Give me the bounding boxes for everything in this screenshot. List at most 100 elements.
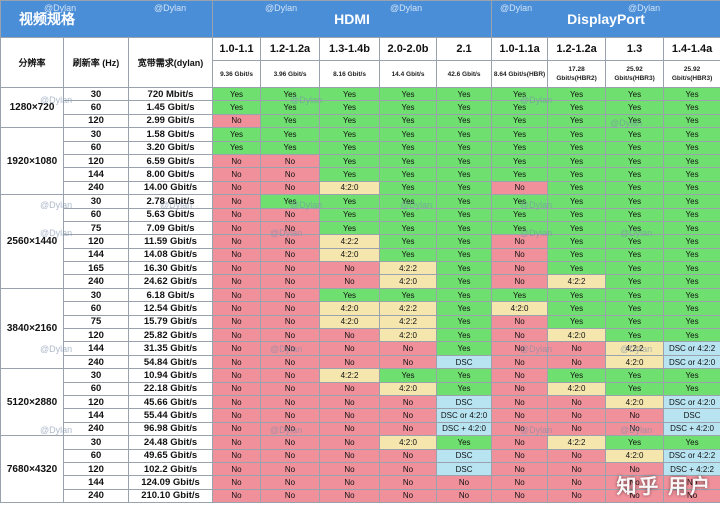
support-cell: Yes bbox=[212, 100, 261, 115]
refresh-rate-cell: 240 bbox=[63, 488, 129, 504]
support-cell: Yes bbox=[605, 100, 665, 115]
version-bandwidth-dp-5: 8.64 Gbit/s(HBR) bbox=[491, 60, 549, 88]
support-cell: Yes bbox=[435, 314, 493, 330]
support-cell: No bbox=[212, 247, 261, 263]
refresh-rate-cell: 165 bbox=[63, 261, 129, 276]
support-cell: Yes bbox=[605, 113, 665, 129]
support-cell: No bbox=[260, 394, 320, 410]
support-cell: Yes bbox=[547, 153, 607, 169]
support-cell: 4:2:0 bbox=[379, 274, 437, 289]
bandwidth-cell: 1.58 Gbit/s bbox=[128, 127, 213, 142]
table-title: 视频规格 bbox=[0, 0, 213, 38]
support-cell: Yes bbox=[663, 435, 720, 450]
support-cell: Yes bbox=[435, 127, 493, 142]
resolution-cell: 3840×2160 bbox=[0, 287, 64, 370]
support-cell: No bbox=[212, 408, 261, 423]
support-cell: 4:2:0 bbox=[319, 301, 380, 316]
support-cell: Yes bbox=[663, 100, 720, 115]
support-cell: No bbox=[212, 234, 261, 249]
support-cell: Yes bbox=[379, 207, 437, 222]
support-cell: 4:2:0 bbox=[379, 435, 437, 450]
support-cell: Yes bbox=[435, 328, 493, 343]
support-cell: No bbox=[212, 394, 261, 410]
resolution-column-header: 分辨率 bbox=[0, 37, 64, 88]
support-cell: Yes bbox=[605, 368, 665, 383]
support-cell: Yes bbox=[212, 86, 261, 102]
refresh-rate-cell: 240 bbox=[63, 354, 129, 370]
table-row: 240 54.84 Gbit/s No No No No DSC No No 4:2:0 DSC o… bbox=[1, 354, 720, 370]
support-cell: Yes bbox=[663, 140, 720, 155]
support-cell: 4:2:0 bbox=[319, 314, 380, 330]
table-row: 144 14.08 Gbit/s No No 4:2:0 Yes Yes No Yes Yes Ye… bbox=[1, 247, 720, 263]
support-cell: Yes bbox=[663, 194, 720, 209]
support-cell: Yes bbox=[435, 167, 493, 182]
refresh-rate-cell: 30 bbox=[63, 86, 129, 102]
bandwidth-cell: 22.18 Gbit/s bbox=[128, 381, 213, 396]
support-cell: DSC bbox=[435, 461, 493, 477]
support-cell: Yes bbox=[260, 140, 320, 155]
bandwidth-cell: 15.79 Gbit/s bbox=[128, 314, 213, 330]
support-cell: Yes bbox=[605, 314, 665, 330]
refresh-rate-cell: 144 bbox=[63, 247, 129, 263]
support-cell: No bbox=[491, 341, 549, 356]
support-cell: DSC + 4:2:0 bbox=[663, 421, 720, 437]
refresh-rate-cell: 60 bbox=[63, 100, 129, 115]
version-header-hdmi-0: 1.0-1.1 bbox=[212, 37, 261, 61]
bandwidth-cell: 12.54 Gbit/s bbox=[128, 301, 213, 316]
support-cell: Yes bbox=[547, 127, 607, 142]
support-cell: Yes bbox=[379, 234, 437, 249]
support-cell: Yes bbox=[379, 287, 437, 303]
support-cell: Yes bbox=[605, 274, 665, 289]
support-cell: No bbox=[260, 207, 320, 222]
bandwidth-cell: 54.84 Gbit/s bbox=[128, 354, 213, 370]
support-cell: Yes bbox=[605, 247, 665, 263]
support-cell: Yes bbox=[435, 113, 493, 129]
support-cell: Yes bbox=[319, 100, 380, 115]
support-cell: No bbox=[491, 314, 549, 330]
support-cell: No bbox=[379, 461, 437, 477]
support-cell: Yes bbox=[379, 368, 437, 383]
support-cell: Yes bbox=[491, 100, 549, 115]
support-cell: Yes bbox=[663, 127, 720, 142]
support-cell: Yes bbox=[319, 207, 380, 222]
support-cell: 4:2:0 bbox=[319, 180, 380, 196]
support-cell: Yes bbox=[547, 113, 607, 129]
refresh-rate-cell: 30 bbox=[63, 435, 129, 450]
bandwidth-cell: 210.10 Gbit/s bbox=[128, 488, 213, 504]
support-cell: Yes bbox=[663, 207, 720, 222]
support-cell: Yes bbox=[605, 220, 665, 236]
support-cell: Yes bbox=[605, 261, 665, 276]
support-cell: No bbox=[260, 220, 320, 236]
refresh-rate-cell: 144 bbox=[63, 475, 129, 490]
support-cell: No bbox=[212, 194, 261, 209]
support-cell: Yes bbox=[319, 140, 380, 155]
support-cell: No bbox=[491, 408, 549, 423]
support-cell: Yes bbox=[663, 274, 720, 289]
support-cell: No bbox=[212, 261, 261, 276]
support-cell: No bbox=[491, 328, 549, 343]
version-header-dp-6: 1.2-1.2a bbox=[547, 37, 607, 61]
support-cell: No bbox=[319, 475, 380, 490]
bandwidth-column-header: 宽带需求(dylan) bbox=[128, 37, 213, 88]
support-cell: No bbox=[319, 274, 380, 289]
refresh-rate-cell: 240 bbox=[63, 274, 129, 289]
support-cell: No bbox=[319, 488, 380, 504]
support-cell: No bbox=[605, 408, 665, 423]
refresh-rate-cell: 60 bbox=[63, 207, 129, 222]
table-row: 60 12.54 Gbit/s No No 4:2:0 4:2:2 Yes 4:2:0 Yes Y… bbox=[1, 301, 720, 316]
support-cell: No bbox=[319, 421, 380, 437]
support-cell: Yes bbox=[547, 314, 607, 330]
support-cell: No bbox=[260, 274, 320, 289]
support-cell: No bbox=[491, 421, 549, 437]
table-row: 60 3.20 Gbit/s Yes Yes Yes Yes Yes Yes Yes Yes Yes bbox=[1, 140, 720, 155]
support-cell: No bbox=[491, 461, 549, 477]
watermark: @Dylan bbox=[154, 3, 187, 13]
support-cell: DSC bbox=[435, 394, 493, 410]
support-cell: No bbox=[212, 287, 261, 303]
support-cell: No bbox=[212, 368, 261, 383]
support-cell: Yes bbox=[663, 287, 720, 303]
support-cell: Yes bbox=[319, 287, 380, 303]
table-row: 60 5.63 Gbit/s No No Yes Yes Yes Yes Yes Yes Yes bbox=[1, 207, 720, 222]
support-cell: 4:2:2 bbox=[379, 261, 437, 276]
